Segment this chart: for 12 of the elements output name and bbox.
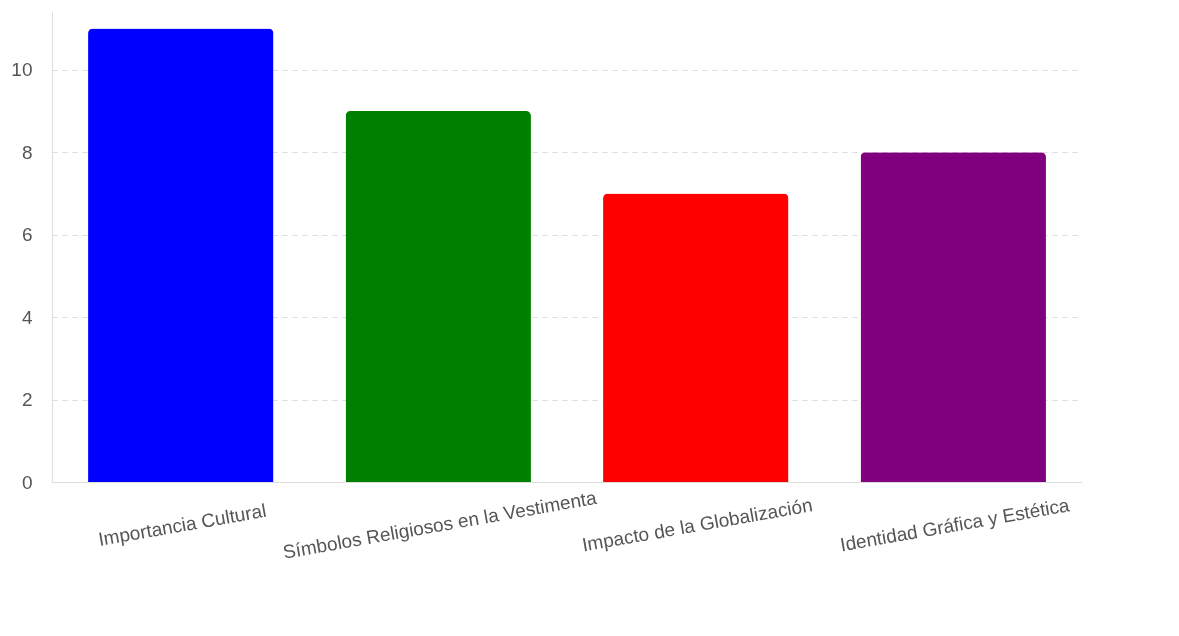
y-tick-label: 4: [21, 306, 33, 328]
y-tick-label: 2: [21, 389, 33, 411]
x-tick-label: Importancia Cultural: [96, 499, 268, 550]
x-tick-label: Identidad Gráfica y Estética: [838, 494, 1072, 556]
bar: [860, 152, 1046, 482]
y-tick-label: 10: [11, 59, 33, 81]
y-tick-label: 6: [21, 224, 33, 246]
y-tick-label: 8: [21, 141, 33, 163]
bar: [603, 193, 789, 482]
y-tick-label: 0: [21, 471, 33, 493]
bar: [88, 28, 274, 482]
bar: [345, 110, 531, 482]
